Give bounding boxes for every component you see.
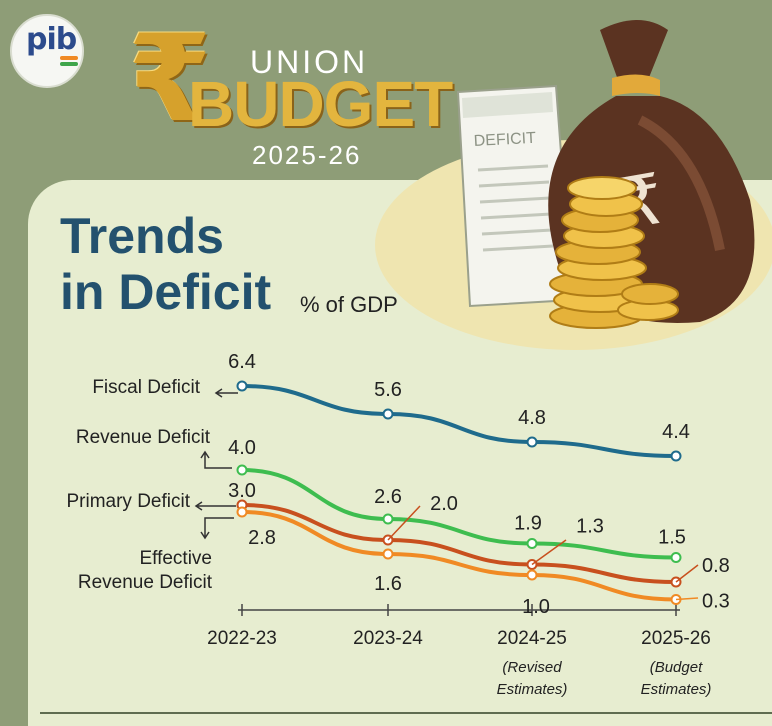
x-tick-label-2022-23: 2022-23	[207, 628, 277, 649]
labels-layer: 6.4 5.6 4.8 4.4 4.0 2.6 1.9 1.5 3.0 2.0 1.3 0.8 2.8 1…	[66, 351, 729, 618]
data-label-effective-2024-25: 1.0	[522, 596, 550, 618]
data-label-fiscal-2023-24: 5.6	[374, 379, 402, 401]
point-effective-2022-23	[236, 506, 248, 518]
data-label-primary-2025-26: 0.8	[702, 555, 730, 577]
rupee-icon: ₹	[128, 10, 212, 149]
leader-primary-2025-26	[675, 564, 699, 583]
data-label-revenue-2023-24: 2.6	[374, 486, 402, 508]
point-effective-2024-25	[526, 569, 538, 581]
x-tick-note-2024-25-1: Estimates)	[497, 681, 568, 698]
pib-logo: pib	[10, 14, 84, 88]
chart-title: Trends in Deficit	[60, 208, 271, 320]
lines-layer	[240, 384, 678, 602]
data-label-fiscal-2022-23: 6.4	[228, 351, 256, 373]
x-tick-note-2025-26-0: (Budget	[650, 659, 703, 676]
year-label: 2025-26	[252, 140, 362, 170]
point-fiscal-2025-26	[670, 450, 682, 462]
points-layer	[236, 380, 682, 605]
union-label: UNION	[250, 44, 369, 80]
point-fiscal-2022-23	[236, 380, 248, 392]
series-line-fiscal	[240, 384, 678, 458]
series-line-effective	[240, 510, 678, 602]
logo-green-stripe	[60, 62, 78, 66]
chart-title-line-2: in Deficit	[60, 264, 272, 320]
series-label-effective-1: Revenue Deficit	[78, 572, 213, 593]
pib-logo-text: pib	[26, 22, 77, 57]
series-label-effective-0: Effective	[139, 548, 212, 569]
data-label-fiscal-2025-26: 4.4	[662, 421, 690, 443]
point-revenue-2025-26	[670, 552, 682, 563]
point-fiscal-2023-24	[382, 408, 394, 420]
x-tick-label-2025-26: 2025-26	[641, 628, 711, 649]
point-revenue-2024-25	[526, 538, 538, 549]
series-label-revenue: Revenue Deficit	[76, 427, 211, 448]
data-label-revenue-2024-25: 1.9	[514, 513, 542, 535]
series-line-revenue	[240, 468, 678, 560]
x-tick-note-2024-25-0: (Revised	[502, 659, 562, 676]
data-label-effective-2022-23: 2.8	[248, 527, 276, 549]
point-revenue-2022-23	[236, 464, 248, 476]
chart-title-line-1: Trends	[60, 208, 224, 264]
data-label-primary-2022-23: 3.0	[228, 480, 256, 502]
data-label-primary-2024-25: 1.3	[576, 516, 604, 538]
point-fiscal-2024-25	[526, 436, 538, 448]
series-label-fiscal: Fiscal Deficit	[92, 377, 200, 398]
x-tick-label-2023-24: 2023-24	[353, 628, 423, 649]
budget-label: BUDGET	[188, 68, 453, 140]
point-revenue-2023-24	[382, 513, 394, 525]
series-line-primary	[240, 503, 678, 584]
x-tick-label-2024-25: 2024-25	[497, 628, 567, 649]
unit-label: % of GDP	[300, 292, 398, 317]
leader-primary-2024-25	[531, 539, 567, 566]
arrow-icon-revenue	[200, 450, 232, 469]
coin-stack-icon	[549, 176, 679, 329]
arrow-icon-effective	[200, 517, 234, 540]
data-label-fiscal-2024-25: 4.8	[518, 407, 546, 429]
point-effective-2023-24	[382, 548, 394, 560]
arrow-icon-fiscal	[214, 388, 238, 398]
axis-layer: 2022-23 2023-24 2024-25 (Revised Estimates) 2…	[207, 604, 711, 698]
logo-saffron-stripe	[60, 56, 78, 60]
data-label-revenue-2022-23: 4.0	[228, 437, 256, 459]
data-label-primary-2023-24: 2.0	[430, 493, 458, 515]
arrow-icon-primary	[194, 501, 236, 511]
data-label-effective-2023-24: 1.6	[374, 573, 402, 595]
receipt-icon: DEFICIT	[456, 84, 574, 308]
data-label-revenue-2025-26: 1.5	[658, 527, 686, 549]
leader-effective-2025-26	[675, 597, 699, 601]
series-label-primary: Primary Deficit	[66, 491, 190, 512]
leader-primary-2023-24	[387, 505, 421, 541]
bottom-divider	[40, 712, 772, 714]
receipt-label: DEFICIT	[473, 130, 536, 150]
x-tick-note-2025-26-1: Estimates)	[641, 681, 712, 698]
data-label-effective-2025-26: 0.3	[702, 591, 730, 613]
